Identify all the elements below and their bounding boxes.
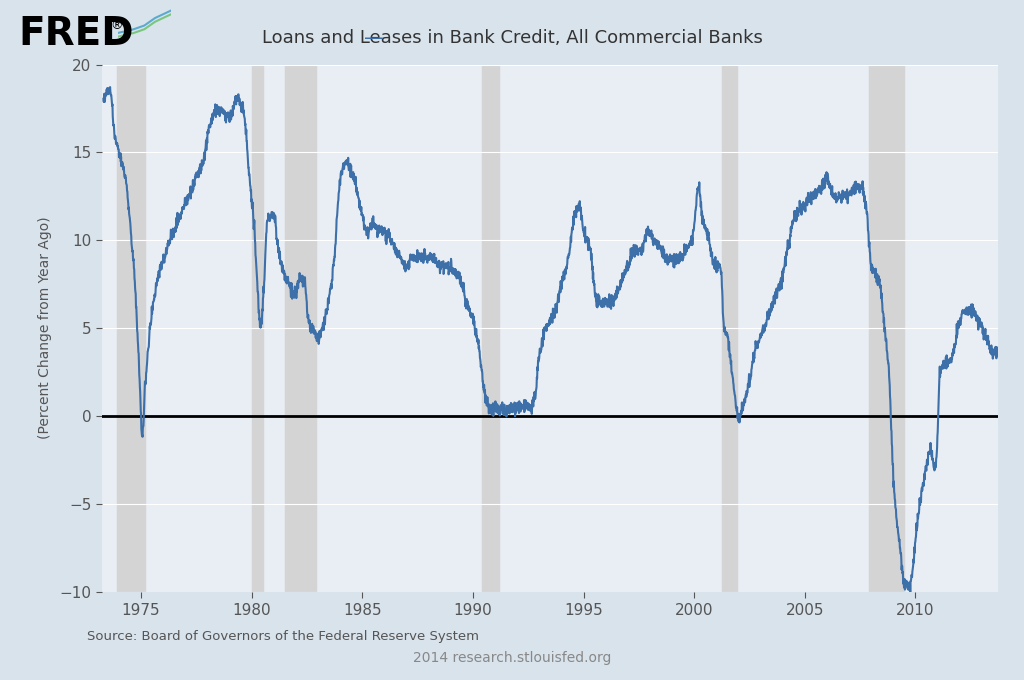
Text: 2014 research.stlouisfed.org: 2014 research.stlouisfed.org (413, 651, 611, 665)
Bar (285, 65, 316, 592)
Text: Loans and Leases in Bank Credit, All Commercial Banks: Loans and Leases in Bank Credit, All Com… (261, 29, 763, 47)
Bar (722, 65, 736, 592)
Bar (482, 65, 499, 592)
Text: ®: ® (111, 19, 123, 32)
Bar (869, 65, 904, 592)
Text: Source: Board of Governors of the Federal Reserve System: Source: Board of Governors of the Federa… (87, 630, 479, 643)
Bar (117, 65, 144, 592)
Y-axis label: (Percent Change from Year Ago): (Percent Change from Year Ago) (38, 217, 52, 439)
Bar (252, 65, 263, 592)
Text: —: — (364, 29, 383, 48)
Text: FRED: FRED (18, 15, 134, 53)
